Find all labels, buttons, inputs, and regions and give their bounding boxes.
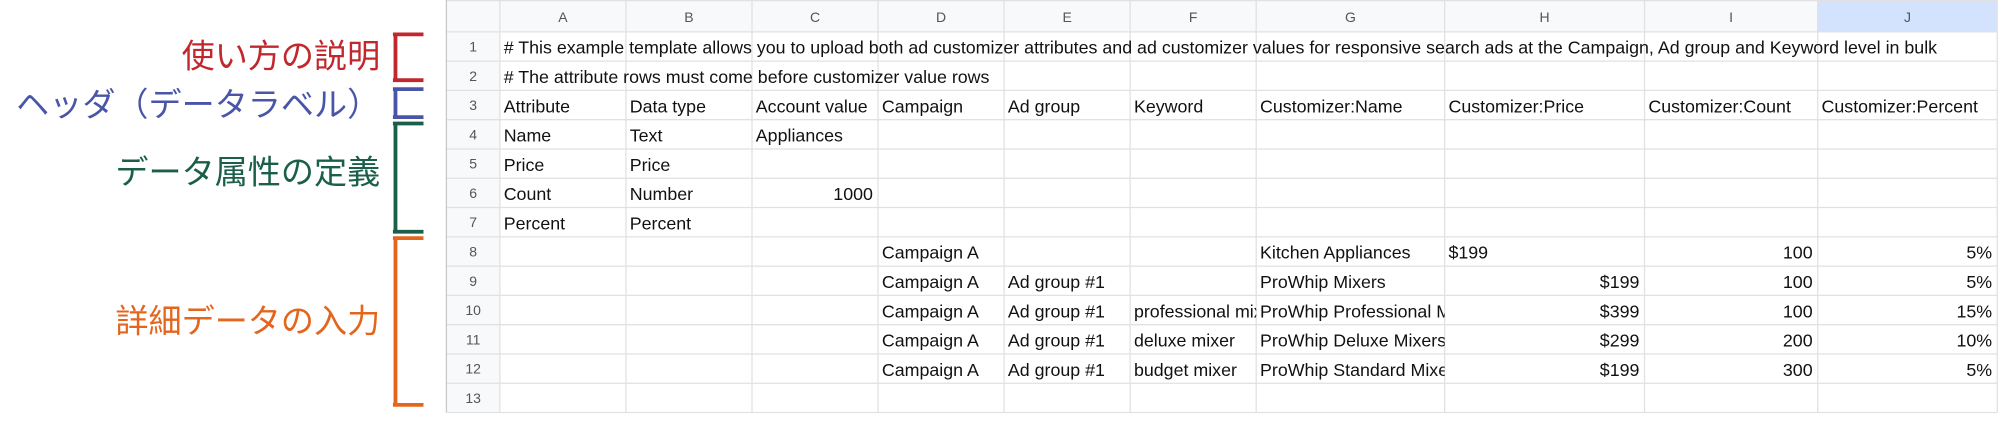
cell-text: 5%	[1966, 272, 1992, 292]
cell-text: Ad group	[1008, 96, 1080, 116]
cell-text: Campaign A	[882, 301, 979, 321]
column-header: F	[1189, 9, 1198, 25]
column-header: E	[1062, 9, 1071, 25]
selected-col-header	[1817, 0, 1998, 32]
annotation-bracket	[392, 236, 424, 407]
column-header: A	[558, 9, 568, 25]
cell-text: Name	[504, 126, 552, 146]
cell-text: Campaign	[882, 96, 963, 116]
row-header: 3	[469, 97, 477, 113]
row-header: 11	[466, 331, 481, 347]
row-header: 9	[469, 273, 477, 289]
row-header: 8	[469, 243, 477, 259]
row-header: 2	[469, 68, 477, 84]
annotation-label: データ属性の定義	[115, 152, 380, 191]
annotation-label: 詳細データの入力	[115, 301, 380, 340]
cell-text: 100	[1783, 243, 1813, 263]
cell-text: budget mixer	[1134, 360, 1237, 380]
cell-text: ProWhip Standard Mixers	[1260, 360, 1463, 380]
cell-text: Number	[630, 184, 693, 204]
annotation-label: ヘッダ（データラベル）	[16, 85, 380, 124]
cell-text: Keyword	[1134, 96, 1203, 116]
column-header: J	[1904, 9, 1911, 25]
column-header: B	[684, 9, 693, 25]
annotation-bracket	[392, 121, 424, 234]
cell-text: Customizer:Price	[1448, 96, 1584, 116]
cell-text: Campaign A	[882, 243, 979, 263]
cell-text: 1000	[833, 184, 873, 204]
cell-text: Appliances	[756, 126, 843, 146]
row-header-bg	[446, 0, 500, 413]
row-header: 6	[469, 185, 477, 201]
cell-text: Price	[630, 155, 671, 175]
cell-text: Campaign A	[882, 272, 979, 292]
row-header: 5	[469, 156, 477, 172]
annotation-bracket	[392, 32, 424, 83]
row-header: 1	[469, 38, 477, 54]
column-header: G	[1345, 9, 1356, 25]
cell-text: $199	[1600, 272, 1640, 292]
cell-text: Ad group #1	[1008, 301, 1105, 321]
cell-text: $199	[1600, 360, 1640, 380]
cell-text: ProWhip Mixers	[1260, 272, 1386, 292]
cell-text: Campaign A	[882, 331, 979, 351]
cell-text: Customizer:Percent	[1822, 96, 1978, 116]
row-header: 12	[465, 361, 481, 377]
row-header: 13	[465, 390, 481, 406]
cell-text: Ad group #1	[1008, 331, 1105, 351]
cell-text: Customizer:Count	[1648, 96, 1791, 116]
cell-text: # This example template allows you to up…	[504, 38, 1937, 58]
cell-text: 5%	[1966, 360, 1992, 380]
cell-text: Price	[504, 155, 545, 175]
cell-text: ProWhip Professional Mixers	[1260, 301, 1489, 321]
cell-text: Kitchen Appliances	[1260, 243, 1411, 263]
cell-text: # The attribute rows must come before cu…	[504, 67, 990, 87]
cell-text: 5%	[1966, 243, 1992, 263]
cell-text: $199	[1448, 243, 1488, 263]
row-header: 7	[469, 214, 477, 230]
column-header: I	[1729, 9, 1733, 25]
cell-text: 100	[1783, 272, 1813, 292]
row-header: 10	[465, 302, 481, 318]
annotation-bracket	[392, 87, 424, 120]
cell-text: 15%	[1956, 301, 1992, 321]
cell-text: Ad group #1	[1008, 360, 1105, 380]
cell-text: ProWhip Deluxe Mixers	[1260, 331, 1446, 351]
cell-text: deluxe mixer	[1134, 331, 1235, 351]
annotation-label: 使い方の説明	[182, 37, 381, 76]
cell-text: professional mixer	[1134, 301, 1279, 321]
cell-text: Data type	[630, 96, 706, 116]
cell-text: Text	[630, 126, 663, 146]
cell-text: Customizer:Name	[1260, 96, 1403, 116]
cell-text: Campaign A	[882, 360, 979, 380]
cell-text: Ad group #1	[1008, 272, 1105, 292]
cell-text: 300	[1783, 360, 1813, 380]
cell-text: Attribute	[504, 96, 570, 116]
column-header: H	[1540, 9, 1550, 25]
header-bg	[446, 0, 1998, 32]
column-header: D	[936, 9, 946, 25]
column-header: C	[810, 9, 820, 25]
cell-text: Count	[504, 184, 552, 204]
cell-text: 100	[1783, 301, 1813, 321]
cell-text: $399	[1600, 301, 1640, 321]
cell-text: 200	[1783, 331, 1813, 351]
cell-text: Percent	[630, 213, 691, 233]
cell-text: $299	[1600, 331, 1640, 351]
row-header: 4	[469, 126, 477, 142]
cell-text: Account value	[756, 96, 868, 116]
cell-text: Percent	[504, 213, 565, 233]
cell-text: 10%	[1956, 331, 1992, 351]
